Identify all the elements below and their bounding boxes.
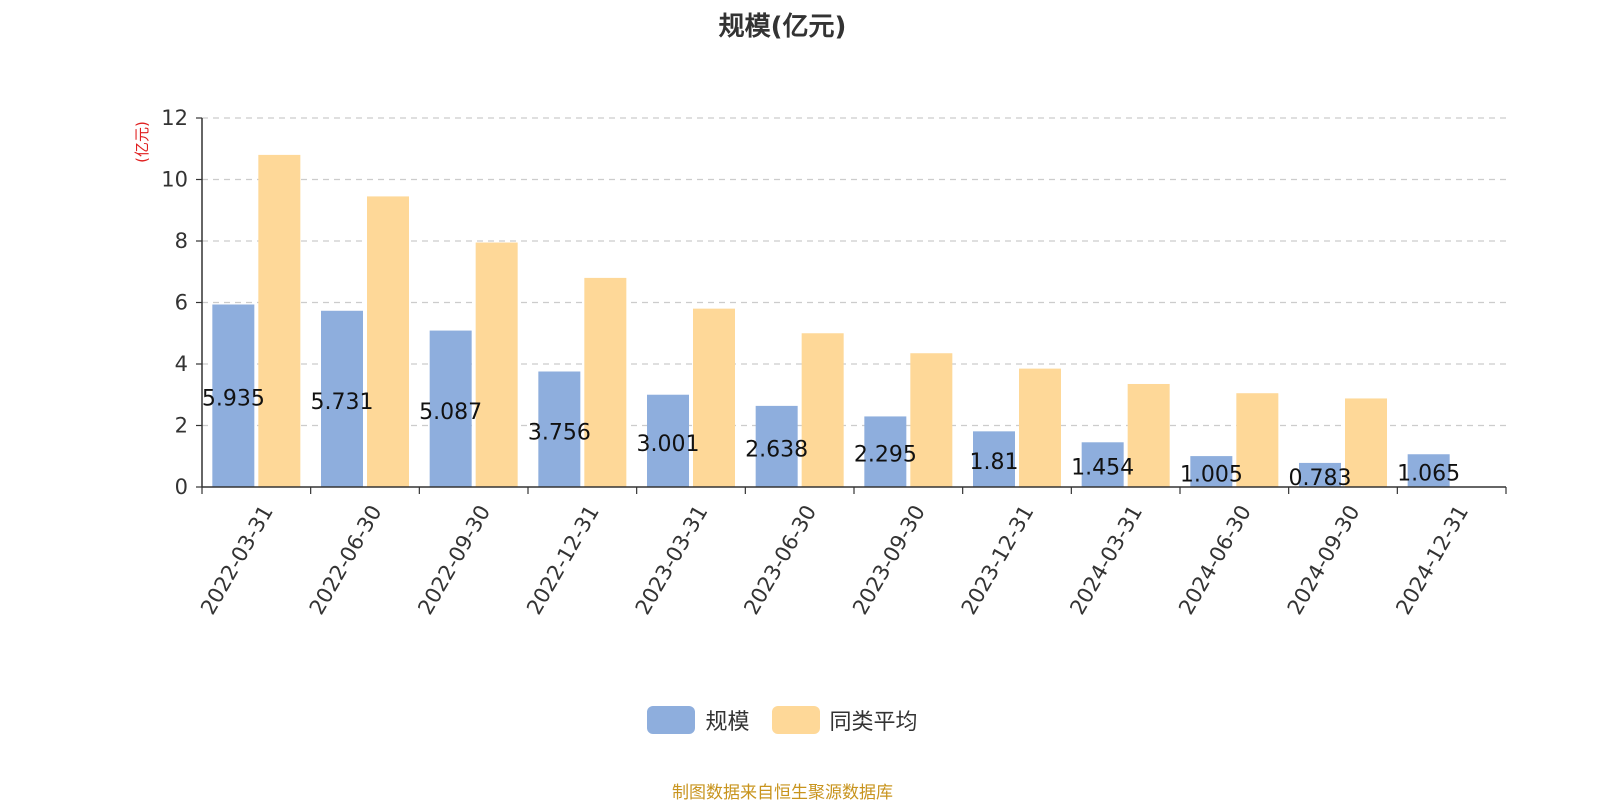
data-label-scale: 1.065 [1397,462,1460,487]
x-tick-label: 2024-09-30 [1283,501,1365,619]
bar-scale [647,394,689,487]
bar-average [1236,393,1279,487]
legend-item-scale[interactable]: 规模 [647,704,750,736]
x-tick-label: 2023-03-31 [631,501,713,619]
bar-scale [755,405,798,487]
x-tick-label: 2024-06-30 [1174,501,1256,619]
legend-label-scale: 规模 [705,710,750,735]
x-tick-label: 2024-12-31 [1391,501,1473,619]
data-label-scale: 1.81 [970,450,1019,475]
bar-scale [212,304,255,487]
data-label-scale: 5.935 [202,387,265,412]
chart-title: 规模(亿元) [718,12,847,42]
y-axis-unit-label: (亿元) [133,121,151,163]
y-tick-label: 12 [161,106,188,130]
bar-scale [1299,462,1341,487]
bar-scale [429,330,472,487]
bar-average [1127,383,1170,487]
data-label-scale: 1.454 [1071,456,1134,481]
data-label-scale: 2.638 [745,437,808,462]
y-tick-label: 2 [175,414,188,438]
bar-scale [973,431,1015,487]
bar-average [258,154,301,487]
x-tick-label: 2023-09-30 [848,501,930,619]
bar-scale [1190,456,1233,487]
bar-average [475,242,518,487]
bar-average [910,353,953,487]
data-label-scale: 3.756 [528,420,591,445]
bar-scale [538,371,581,487]
gridlines [202,117,1506,427]
x-tick-label: 2022-12-31 [522,501,604,619]
x-tick-label: 2023-06-30 [739,501,821,619]
bars [212,154,1450,487]
legend-label-average: 同类平均 [829,710,918,735]
bar-average [801,333,844,487]
legend: 规模 同类平均 [0,704,1565,736]
bar-scale [864,416,907,487]
data-label-scale: 5.087 [419,400,482,425]
source-note: 制图数据来自恒生聚源数据库 [672,783,893,803]
x-tick-label: 2022-06-30 [305,501,387,619]
x-tick-label: 2024-03-31 [1065,501,1147,619]
y-tick-label: 10 [161,168,188,192]
bar-scale [321,310,363,487]
bar-scale [1407,454,1450,487]
bar-average [367,196,409,487]
data-label-scale: 1.005 [1180,463,1243,488]
x-tick-label: 2022-03-31 [196,501,278,619]
legend-swatch-average [771,706,820,734]
data-label-scale: 2.295 [854,443,917,468]
bar-average [1019,368,1061,487]
y-tick-label: 6 [175,291,188,315]
legend-item-average[interactable]: 同类平均 [771,704,918,736]
x-tick-label: 2022-09-30 [413,501,495,619]
data-labels: 5.935 5.731 5.087 3.756 3.001 2.638 2.295 1.81 1… [202,387,1460,491]
y-tick-label: 4 [175,352,188,376]
bar-average [584,277,627,487]
x-tick-label: 2023-12-31 [957,501,1039,619]
data-label-scale: 3.001 [637,432,700,457]
y-tick-label: 8 [175,229,188,253]
data-label-scale: 5.731 [311,390,374,415]
bar-scale [1081,442,1124,487]
bar-average [1345,398,1387,487]
y-tick-label: 0 [175,475,188,499]
legend-swatch-scale [647,706,696,734]
bar-average [693,308,735,487]
